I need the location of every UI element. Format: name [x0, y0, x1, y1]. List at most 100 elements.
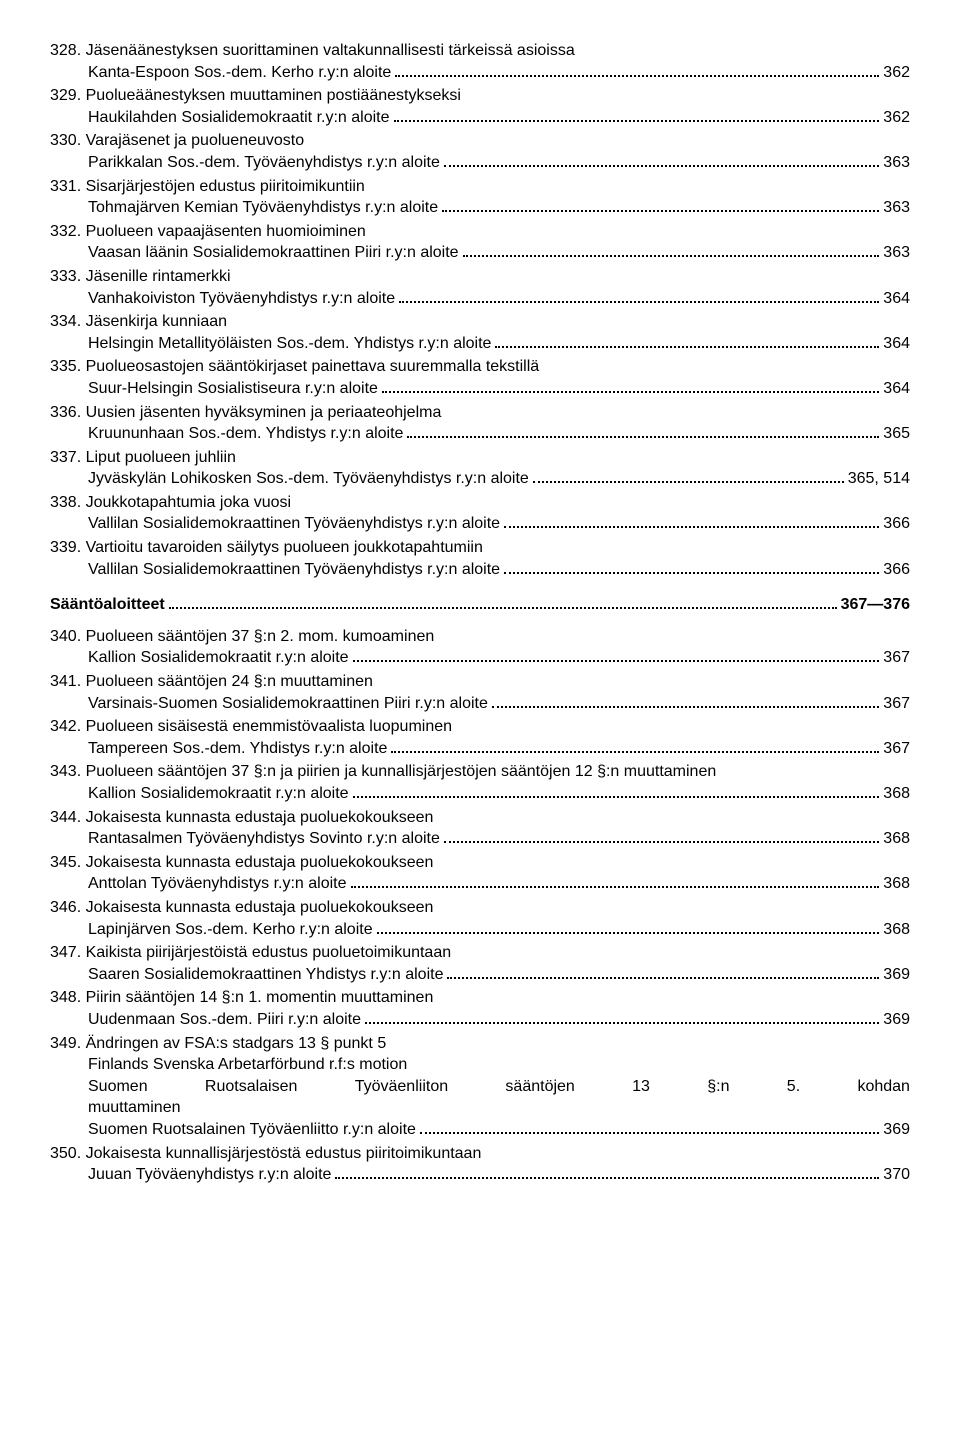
entry-sub-line: Saaren Sosialidemokraattinen Yhdistys r.… [50, 964, 910, 986]
entry-page: 363 [883, 152, 910, 174]
toc-entry: 346. Jokaisesta kunnasta edustaja puolue… [50, 897, 910, 940]
entry-heading: 329. Puolueäänestyksen muuttaminen posti… [50, 85, 910, 107]
entry-number: 337. [50, 449, 86, 466]
entry-title: Jokaisesta kunnasta edustaja puoluekokou… [86, 854, 434, 871]
entry-heading: 337. Liput puolueen juhliin [50, 447, 910, 469]
section-label: Sääntöaloitteet [50, 594, 165, 616]
leader-dots [169, 594, 837, 609]
entry-page: 362 [883, 62, 910, 84]
entry-page: 362 [883, 107, 910, 129]
entry-page: 367 [883, 647, 910, 669]
toc-entry: 336. Uusien jäsenten hyväksyminen ja per… [50, 402, 910, 445]
toc-entry: 345. Jokaisesta kunnasta edustaja puolue… [50, 852, 910, 895]
leader-dots [382, 378, 879, 393]
entry-page: 369 [883, 964, 910, 986]
toc-entry: 347. Kaikista piirijärjestöistä edustus … [50, 942, 910, 985]
entry-number: 349. [50, 1035, 86, 1052]
entry-page: 366 [883, 513, 910, 535]
entry-heading: 339. Vartioitu tavaroiden säilytys puolu… [50, 537, 910, 559]
entry-subtitle: Kanta-Espoon Sos.-dem. Kerho r.y:n aloit… [88, 62, 391, 84]
entry-title: Puolueen vapaajäsenten huomioiminen [86, 223, 366, 240]
entry-title: Uusien jäsenten hyväksyminen ja periaate… [86, 404, 442, 421]
entry-page: 368 [883, 828, 910, 850]
entry-page: 369 [883, 1119, 910, 1141]
toc-entry: 349. Ändringen av FSA:s stadgars 13 § pu… [50, 1033, 910, 1141]
entry-subtitle: Vanhakoiviston Työväenyhdistys r.y:n alo… [88, 288, 395, 310]
entry-number: 328. [50, 42, 86, 59]
entry-number: 331. [50, 178, 86, 195]
toc-entry: 337. Liput puolueen juhliinJyväskylän Lo… [50, 447, 910, 490]
entry-heading: 342. Puolueen sisäisestä enemmistövaalis… [50, 716, 910, 738]
entry-heading: 344. Jokaisesta kunnasta edustaja puolue… [50, 807, 910, 829]
entry-heading: 334. Jäsenkirja kunniaan [50, 311, 910, 333]
leader-dots [447, 964, 879, 979]
entry-subtitle: Rantasalmen Työväenyhdistys Sovinto r.y:… [88, 828, 440, 850]
leader-dots [399, 288, 879, 303]
entry-subtitle: Suomen Ruotsalainen Työväenliitto r.y:n … [88, 1119, 416, 1141]
entry-number: 343. [50, 763, 86, 780]
entry-title: Puolueen sisäisestä enemmistövaalista lu… [86, 718, 452, 735]
leader-dots [353, 783, 880, 798]
leader-dots [351, 874, 880, 889]
leader-dots [335, 1164, 879, 1179]
entry-extra-line: SuomenRuotsalaisenTyöväenliitonsääntöjen… [50, 1076, 910, 1119]
leader-dots [353, 648, 880, 663]
entry-extra-line: Finlands Svenska Arbetarförbund r.f:s mo… [50, 1054, 910, 1076]
entry-sub-line: Anttolan Työväenyhdistys r.y:n aloite368 [50, 873, 910, 895]
toc-list-1: 328. Jäsenäänestyksen suorittaminen valt… [50, 40, 910, 580]
entry-number: 340. [50, 628, 86, 645]
entry-number: 350. [50, 1145, 86, 1162]
entry-title: Puolueen sääntöjen 37 §:n 2. mom. kumoam… [86, 628, 435, 645]
entry-sub-line: Kallion Sosialidemokraatit r.y:n aloite3… [50, 647, 910, 669]
entry-page: 368 [883, 783, 910, 805]
entry-subtitle: Varsinais-Suomen Sosialidemokraattinen P… [88, 693, 488, 715]
toc-list-2: 340. Puolueen sääntöjen 37 §:n 2. mom. k… [50, 626, 910, 1186]
entry-title: Kaikista piirijärjestöistä edustus puolu… [86, 944, 452, 961]
leader-dots [504, 559, 879, 574]
entry-heading: 343. Puolueen sääntöjen 37 §:n ja piirie… [50, 761, 910, 783]
toc-entry: 334. Jäsenkirja kunniaanHelsingin Metall… [50, 311, 910, 354]
entry-number: 334. [50, 313, 86, 330]
leader-dots [420, 1119, 879, 1134]
entry-page: 369 [883, 1009, 910, 1031]
entry-title: Sisarjärjestöjen edustus piiritoimikunti… [86, 178, 365, 195]
toc-entry: 330. Varajäsenet ja puolueneuvostoParikk… [50, 130, 910, 173]
entry-page: 363 [883, 242, 910, 264]
entry-title: Puolueen sääntöjen 37 §:n ja piirien ja … [86, 763, 717, 780]
entry-title: Puolueen sääntöjen 24 §:n muuttaminen [86, 673, 373, 690]
entry-sub-line: Kallion Sosialidemokraatit r.y:n aloite3… [50, 783, 910, 805]
entry-subtitle: Uudenmaan Sos.-dem. Piiri r.y:n aloite [88, 1009, 361, 1031]
entry-subtitle: Jyväskylän Lohikosken Sos.-dem. Työväeny… [88, 468, 529, 490]
toc-entry: 350. Jokaisesta kunnallisjärjestöstä edu… [50, 1143, 910, 1186]
entry-number: 341. [50, 673, 86, 690]
toc-entry: 344. Jokaisesta kunnasta edustaja puolue… [50, 807, 910, 850]
entry-number: 332. [50, 223, 86, 240]
entry-page: 367 [883, 693, 910, 715]
entry-heading: 345. Jokaisesta kunnasta edustaja puolue… [50, 852, 910, 874]
entry-title: Piirin sääntöjen 14 §:n 1. momentin muut… [86, 989, 434, 1006]
entry-heading: 336. Uusien jäsenten hyväksyminen ja per… [50, 402, 910, 424]
leader-dots [395, 62, 879, 77]
entry-page: 366 [883, 559, 910, 581]
entry-heading: 335. Puolueosastojen sääntökirjaset pain… [50, 356, 910, 378]
section-page: 367—376 [841, 594, 910, 616]
entry-page: 365 [883, 423, 910, 445]
entry-subtitle: Vallilan Sosialidemokraattinen Työväenyh… [88, 513, 500, 535]
toc-entry: 333. Jäsenille rintamerkkiVanhakoiviston… [50, 266, 910, 309]
entry-subtitle: Saaren Sosialidemokraattinen Yhdistys r.… [88, 964, 443, 986]
entry-subtitle: Tohmajärven Kemian Työväenyhdistys r.y:n… [88, 197, 438, 219]
entry-page: 368 [883, 873, 910, 895]
entry-sub-line: Kruununhaan Sos.-dem. Yhdistys r.y:n alo… [50, 423, 910, 445]
entry-title: Jäsenkirja kunniaan [86, 313, 227, 330]
leader-dots [444, 152, 879, 167]
entry-page: 370 [883, 1164, 910, 1186]
entry-subtitle: Juuan Työväenyhdistys r.y:n aloite [88, 1164, 331, 1186]
entry-number: 347. [50, 944, 86, 961]
leader-dots [444, 828, 879, 843]
entry-title: Joukkotapahtumia joka vuosi [86, 494, 291, 511]
entry-number: 345. [50, 854, 86, 871]
entry-heading: 338. Joukkotapahtumia joka vuosi [50, 492, 910, 514]
entry-title: Jäsenille rintamerkki [86, 268, 231, 285]
entry-title: Vartioitu tavaroiden säilytys puolueen j… [86, 539, 483, 556]
toc-entry: 342. Puolueen sisäisestä enemmistövaalis… [50, 716, 910, 759]
